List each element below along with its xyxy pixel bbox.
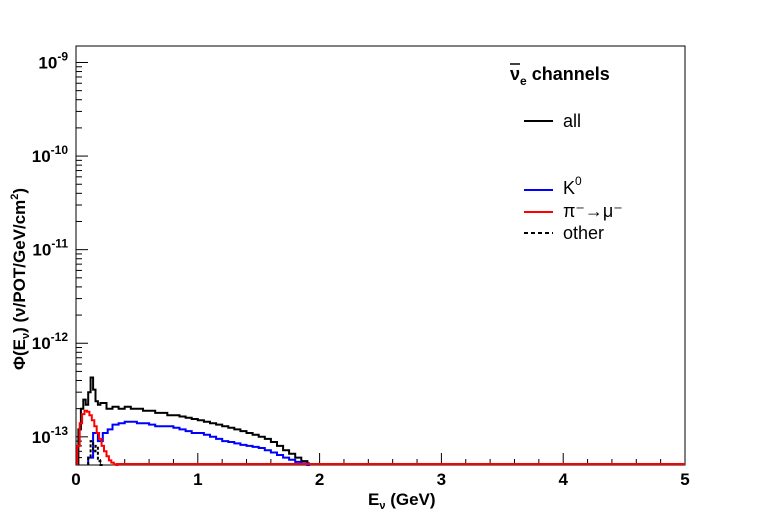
y-tick-label: 10-13: [32, 424, 69, 447]
x-tick-label: 5: [680, 470, 689, 489]
series-line-1: [87, 420, 310, 466]
legend-label-k0: K0: [563, 174, 582, 198]
y-tick-label: 10-12: [32, 330, 69, 353]
y-axis: 10-13 10-12 10-11 10-10 10-9: [32, 49, 88, 466]
x-tick-label: 3: [437, 470, 446, 489]
y-tick-label: 10-11: [32, 237, 68, 260]
y-tick-label: 10-9: [38, 49, 68, 72]
legend: νe channels all K0 π⁻→μ⁻ other: [510, 63, 623, 243]
x-tick-label: 2: [315, 470, 324, 489]
x-tick-label: 4: [558, 470, 568, 489]
series-line-2: [76, 409, 119, 466]
x-tick-label: 1: [193, 470, 202, 489]
legend-label-pion: π⁻→μ⁻: [563, 201, 623, 221]
legend-title: νe channels: [510, 64, 610, 88]
legend-label-all: all: [563, 111, 581, 131]
y-axis-title: Φ(Eν) (ν/POT/GeV/cm2): [9, 188, 32, 370]
x-axis-title: Eν (GeV): [368, 490, 436, 512]
legend-label-other: other: [563, 223, 604, 243]
series-line-0: [77, 376, 310, 465]
series-layer: [76, 376, 685, 466]
series-line-3: [87, 440, 103, 466]
x-tick-label: 0: [71, 470, 80, 489]
y-tick-label: 10-10: [32, 143, 69, 166]
